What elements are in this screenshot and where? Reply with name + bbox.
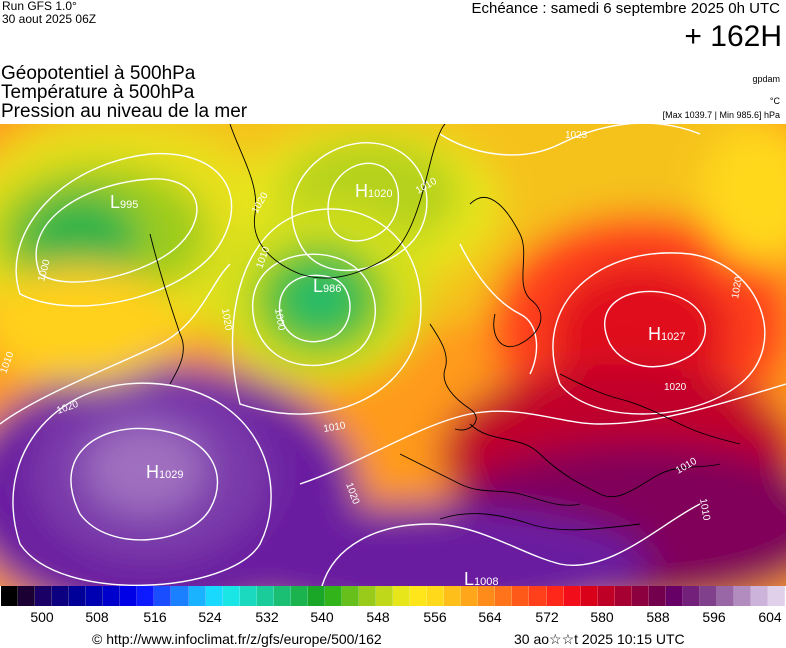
isobars — [0, 124, 786, 586]
colorbar-label: 548 — [366, 609, 390, 625]
colorbar-swatch — [52, 586, 70, 606]
colorbar-swatch — [444, 586, 462, 606]
colorbar-swatch — [478, 586, 496, 606]
colorbar-swatch — [682, 586, 700, 606]
isobar-label: 1020 — [664, 382, 687, 393]
colorbar-swatch — [18, 586, 36, 606]
colorbar-swatch — [222, 586, 240, 606]
colorbar-swatch — [341, 586, 359, 606]
unit-geopotential: gpdam — [752, 74, 780, 84]
colorbar-label: 500 — [30, 609, 54, 625]
weather-map[interactable]: L995 H1020 L986 H1027 H1029 L1008 1010 1… — [0, 124, 786, 586]
colorbar-swatch — [137, 586, 155, 606]
colorbar-swatch — [495, 586, 513, 606]
colorbar-swatch — [393, 586, 411, 606]
colorbar-label: 540 — [310, 609, 334, 625]
colorbar-swatch — [256, 586, 274, 606]
coastlines — [149, 124, 741, 531]
isobar-label: 1020 — [219, 308, 234, 332]
title-geopotential: Géopotentiel à 500hPa — [1, 63, 196, 84]
colorbar-swatch — [734, 586, 752, 606]
colorbar-label: 556 — [423, 609, 447, 625]
colorbar-swatch — [512, 586, 530, 606]
map-canvas: L995 H1020 L986 H1027 H1029 L1008 1010 1… — [0, 124, 786, 586]
source-url[interactable]: © http://www.infoclimat.fr/z/gfs/europe/… — [92, 631, 382, 647]
colorbar-swatch — [103, 586, 121, 606]
colorbar-labels: 500 508 516 524 532 540 548 556 564 572 580 588 596 6… — [0, 609, 786, 627]
colorbar-swatch — [631, 586, 649, 606]
colorbar-label: 572 — [535, 609, 559, 625]
colorbar-swatch — [324, 586, 342, 606]
colorbar-label: 604 — [758, 609, 782, 625]
colorbar-swatch — [86, 586, 104, 606]
colorbar-swatch — [699, 586, 717, 606]
colorbar-label: 532 — [255, 609, 279, 625]
colorbar-swatch — [546, 586, 564, 606]
colorbar-label: 508 — [85, 609, 109, 625]
colorbar-swatch — [290, 586, 308, 606]
colorbar-swatch — [410, 586, 428, 606]
colorbar-swatch — [597, 586, 615, 606]
isobar-label: 1023 — [565, 130, 588, 141]
colorbar-swatch — [120, 586, 138, 606]
colorbar-swatch — [239, 586, 257, 606]
low-center: L986 — [313, 276, 341, 296]
map-titles: Géopotentiel à 500hPa Température à 500h… — [1, 64, 247, 121]
colorbar-swatch — [580, 586, 598, 606]
colorbar-swatch — [529, 586, 547, 606]
run-date: 30 aout 2025 06Z — [2, 12, 97, 26]
colorbar-swatch — [273, 586, 291, 606]
colorbar-swatch — [69, 586, 87, 606]
colorbar-swatch — [188, 586, 206, 606]
colorbar-swatch — [768, 586, 786, 606]
colorbar-swatch — [461, 586, 479, 606]
colorbar-swatch — [563, 586, 581, 606]
colorbar-swatch — [35, 586, 53, 606]
colorbar-swatch — [665, 586, 683, 606]
isobar-label: 1010 — [323, 420, 347, 435]
colorbar-label: 596 — [702, 609, 726, 625]
pressure-minmax: [Max 1039.7 | Min 985.6] hPa — [662, 110, 780, 120]
colorbar-swatch — [205, 586, 223, 606]
colorbar-label: 580 — [590, 609, 614, 625]
generation-time: 30 ao☆☆t 2025 10:15 UTC — [514, 631, 685, 647]
colorbar-swatch — [154, 586, 172, 606]
title-pressure: Pression au niveau de la mer — [1, 101, 248, 122]
colorbar-swatch — [427, 586, 445, 606]
colorbar-label: 588 — [646, 609, 670, 625]
colorbar-swatch — [614, 586, 632, 606]
run-info: Run GFS 1.0° 30 aout 2025 06Z — [2, 0, 96, 26]
title-temperature: Température à 500hPa — [1, 82, 195, 103]
run-model: Run GFS 1.0° — [2, 0, 77, 13]
unit-temperature: °C — [769, 96, 780, 106]
colorbar-swatch — [1, 586, 19, 606]
colorbar-swatch — [751, 586, 769, 606]
lead-time: + 162H — [684, 20, 782, 53]
forecast-valid-time: Echéance : samedi 6 septembre 2025 0h UT… — [471, 0, 780, 17]
colorbar — [1, 586, 786, 606]
colorbar-label: 564 — [478, 609, 502, 625]
colorbar-label: 524 — [198, 609, 222, 625]
colorbar-swatch — [716, 586, 735, 606]
isobar-label: 1020 — [730, 275, 745, 299]
isobar-label: 1000 — [272, 308, 287, 332]
colorbar-swatch — [307, 586, 325, 606]
colorbar-label: 516 — [143, 609, 167, 625]
colorbar-swatch — [171, 586, 189, 606]
colorbar-swatch — [648, 586, 666, 606]
colorbar-swatch — [358, 586, 377, 606]
isobar-label: 1010 — [697, 498, 712, 522]
colorbar-swatch — [376, 586, 394, 606]
